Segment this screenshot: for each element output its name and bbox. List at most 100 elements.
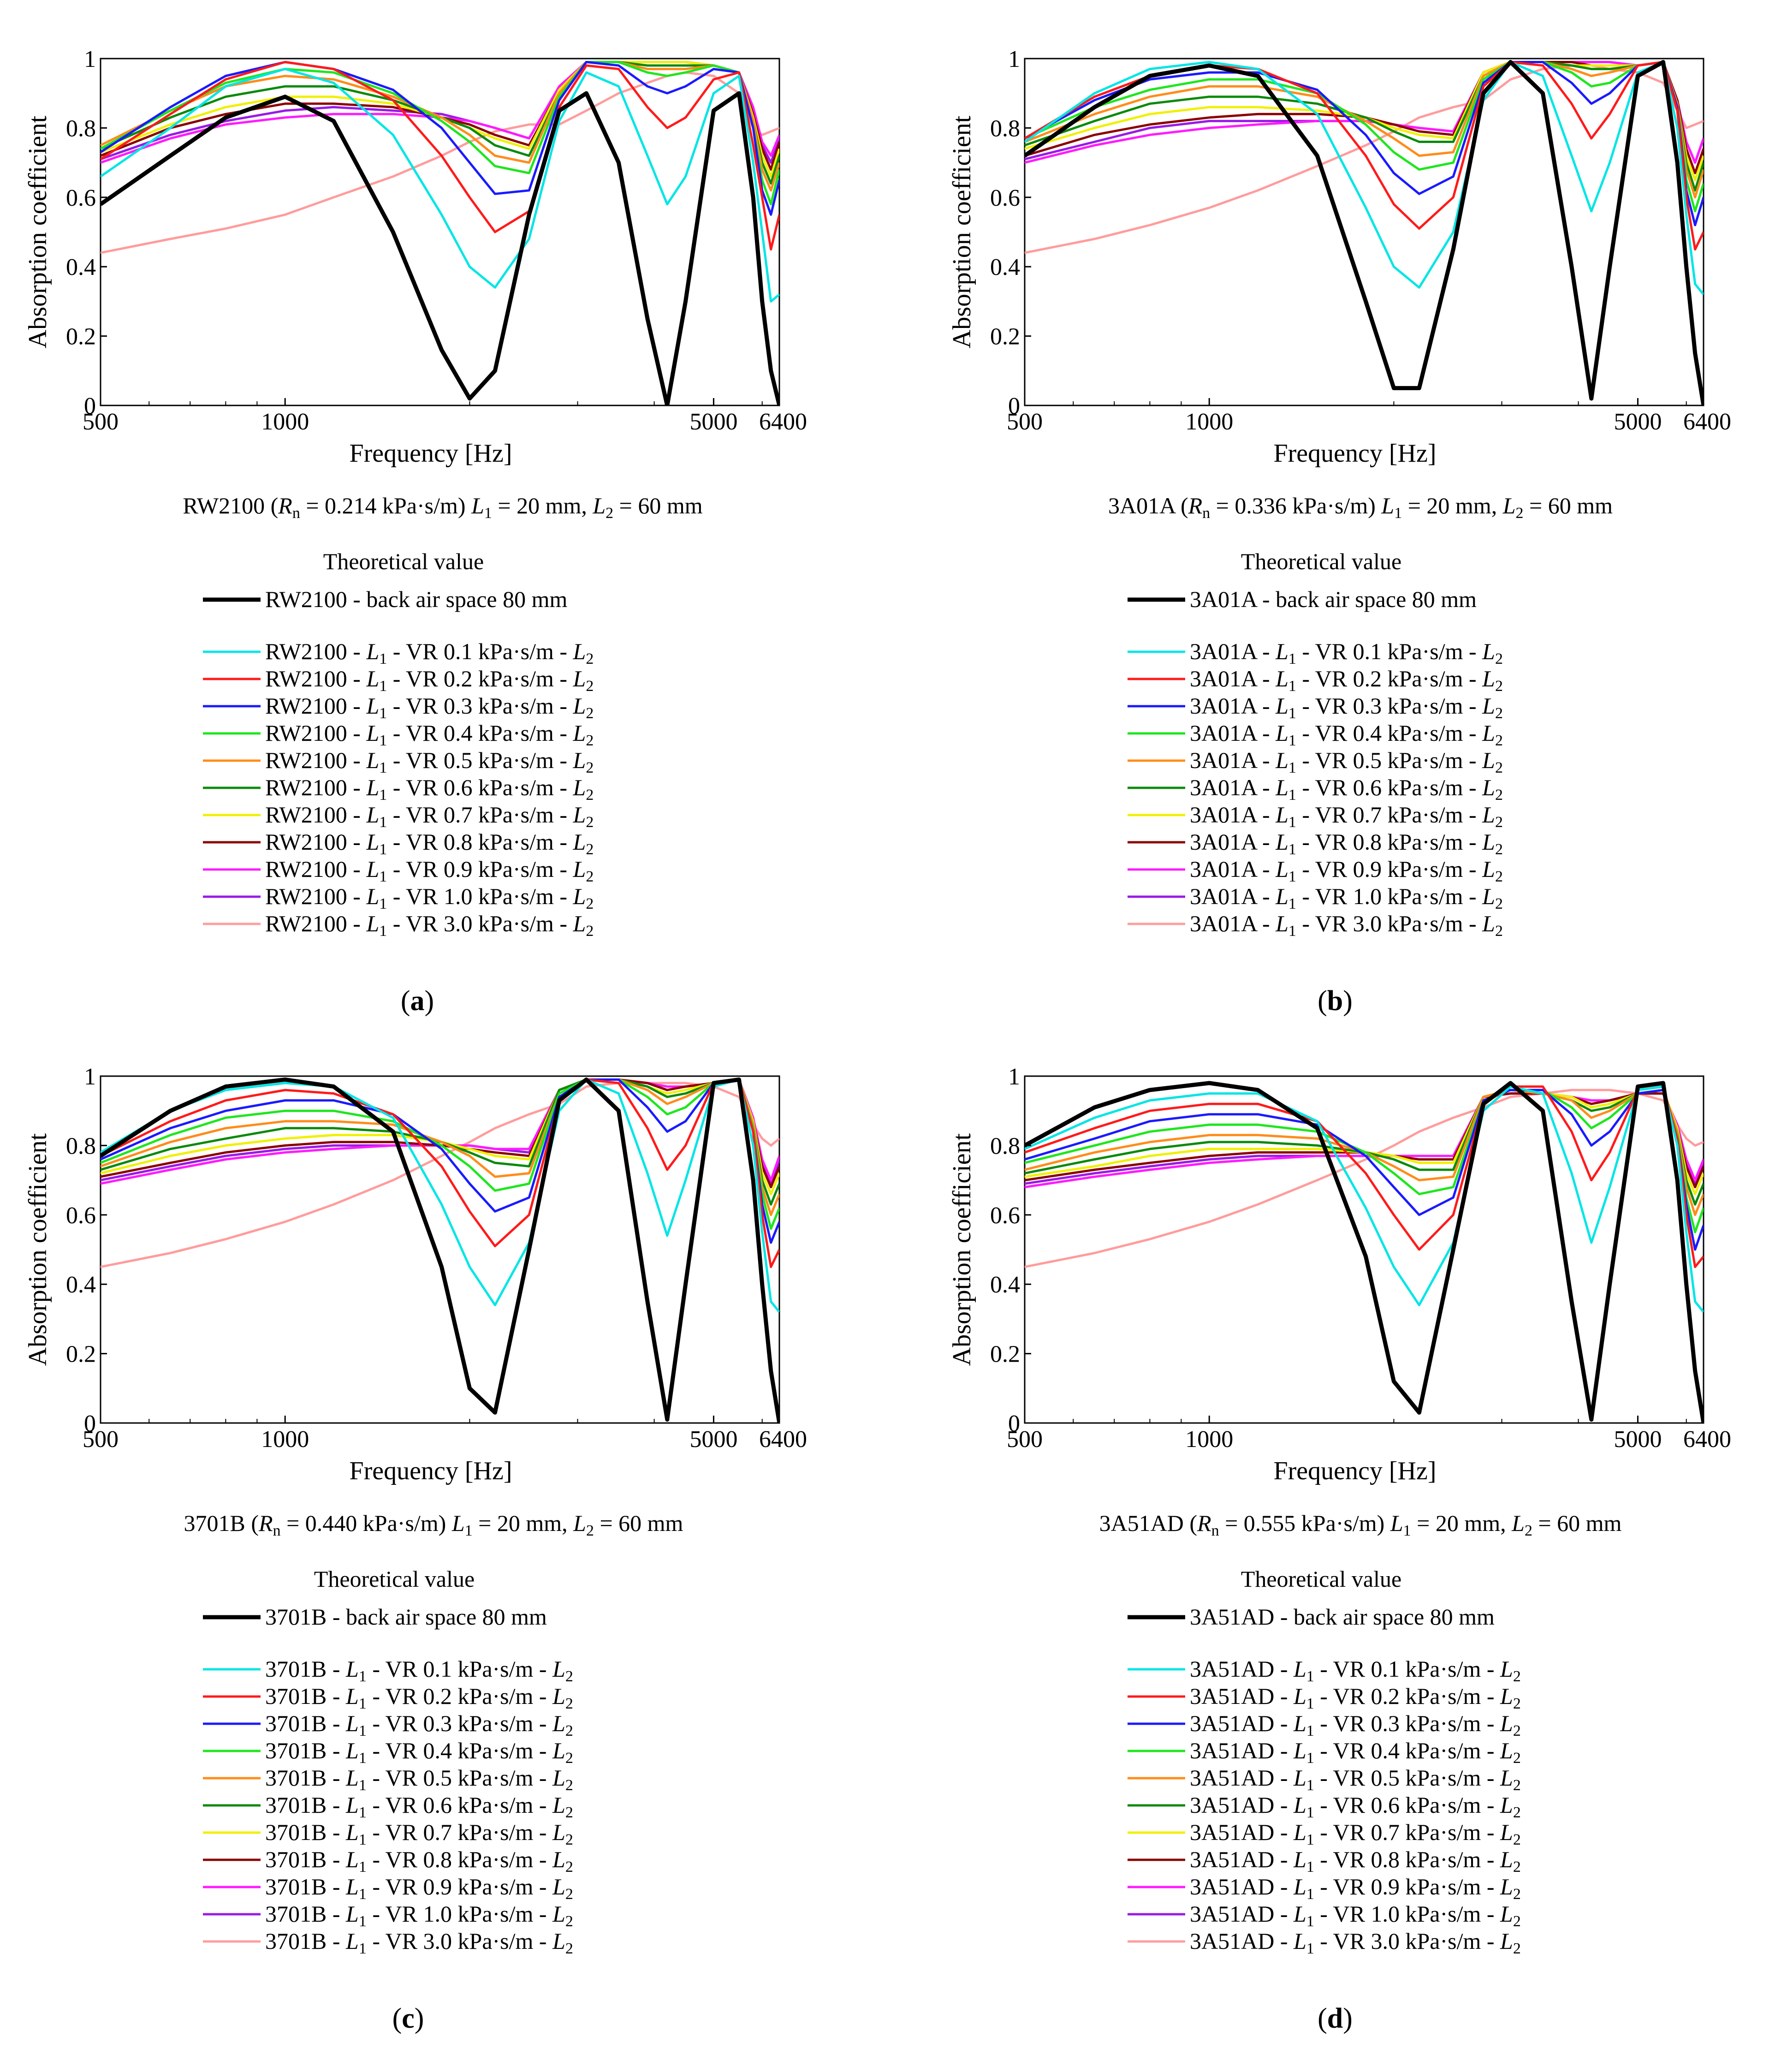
panel-subtitle: 3701B (Rn = 0.440 kPa·s/m) L1 = 20 mm, L… (184, 1510, 683, 1539)
baseline-line (1025, 60, 1704, 405)
x-tick-label: 500 (1007, 409, 1043, 435)
legend-entry-baseline: 3A01A - back air space 80 mm (1128, 586, 1477, 612)
legend-label: 3A01A - L1 - VR 0.2 kPa·s/m - L2 (1190, 666, 1503, 695)
y-tick-label: 0.2 (66, 324, 96, 350)
baseline-line (101, 91, 779, 405)
x-tick-label: 5000 (689, 409, 737, 435)
legend-label: 3A01A - L1 - VR 0.4 kPa·s/m - L2 (1190, 720, 1503, 749)
curves (101, 61, 779, 405)
legend-label: RW2100 - L1 - VR 0.1 kPa·s/m - L2 (265, 638, 594, 667)
y-tick-label: 0 (84, 393, 96, 419)
y-tick-label: 1 (1008, 46, 1020, 72)
panel-a: 0 0.2 0.4 0.6 0.8 1 500 1000 5000 6400 Frequency [… (24, 46, 807, 1017)
legend-label: 3A01A - L1 - VR 0.1 kPa·s/m - L2 (1190, 638, 1503, 667)
curves (1025, 1081, 1704, 1423)
x-tick-label: 500 (1007, 1426, 1043, 1453)
legend-entry-vr-0-8: RW2100 - L1 - VR 0.8 kPa·s/m - L2 (203, 829, 594, 858)
x-tick-label: 6400 (759, 1426, 807, 1453)
legend-entry-vr-0-7: 3A01A - L1 - VR 0.7 kPa·s/m - L2 (1128, 802, 1503, 831)
legend-label: RW2100 - L1 - VR 3.0 kPa·s/m - L2 (265, 911, 594, 940)
legend-entry-vr-0-7: 3701B - L1 - VR 0.7 kPa·s/m - L2 (203, 1819, 573, 1848)
x-axis-label: Frequency [Hz] (1274, 1457, 1437, 1485)
legend-entry-vr-1-0: 3A51AD - L1 - VR 1.0 kPa·s/m - L2 (1128, 1901, 1521, 1930)
legend-heading: Theoretical value (1241, 548, 1401, 574)
plot-frame (100, 1075, 780, 1424)
legend-entry-vr-0-8: 3A01A - L1 - VR 0.8 kPa·s/m - L2 (1128, 829, 1503, 858)
y-tick-label: 0.2 (990, 324, 1020, 350)
legend-label: 3A51AD - L1 - VR 1.0 kPa·s/m - L2 (1190, 1901, 1521, 1930)
legend-label: 3701B - L1 - VR 1.0 kPa·s/m - L2 (265, 1901, 573, 1930)
x-axis-label: Frequency [Hz] (1274, 439, 1437, 468)
legend-label: 3A01A - L1 - VR 0.3 kPa·s/m - L2 (1190, 693, 1503, 722)
legend-label: RW2100 - L1 - VR 0.2 kPa·s/m - L2 (265, 666, 594, 695)
y-tick-label: 0 (1008, 1411, 1020, 1437)
y-axis-label: Absorption coefficient (948, 115, 976, 348)
legend-entry-baseline: 3701B - back air space 80 mm (203, 1604, 547, 1630)
legend-label: RW2100 - L1 - VR 0.6 kPa·s/m - L2 (265, 774, 594, 804)
legend-label-baseline: RW2100 - back air space 80 mm (265, 586, 567, 612)
legend-entry-vr-0-5: RW2100 - L1 - VR 0.5 kPa·s/m - L2 (203, 747, 594, 776)
legend: RW2100 - back air space 80 mm RW2100 - L1… (203, 586, 594, 940)
series-line-vr-0-2 (1025, 61, 1704, 251)
legend-entry-baseline: RW2100 - back air space 80 mm (203, 586, 567, 612)
legend-label: 3701B - L1 - VR 0.8 kPa·s/m - L2 (265, 1846, 573, 1876)
legend-label: RW2100 - L1 - VR 0.4 kPa·s/m - L2 (265, 720, 594, 749)
panel-subtitle: RW2100 (Rn = 0.214 kPa·s/m) L1 = 20 mm, … (183, 493, 702, 522)
legend-label: 3A51AD - L1 - VR 0.1 kPa·s/m - L2 (1190, 1656, 1521, 1685)
y-tick-label: 0.4 (990, 254, 1020, 280)
legend-entry-vr-0-4: RW2100 - L1 - VR 0.4 kPa·s/m - L2 (203, 720, 594, 749)
series-line-vr-0-1 (1025, 61, 1704, 295)
legend-entry-vr-0-9: 3A01A - L1 - VR 0.9 kPa·s/m - L2 (1128, 856, 1503, 885)
legend-entry-vr-0-7: RW2100 - L1 - VR 0.7 kPa·s/m - L2 (203, 802, 594, 831)
legend-entry-vr-0-5: 3701B - L1 - VR 0.5 kPa·s/m - L2 (203, 1765, 573, 1794)
legend-label: 3A51AD - L1 - VR 0.4 kPa·s/m - L2 (1190, 1738, 1521, 1767)
legend-label: 3701B - L1 - VR 0.1 kPa·s/m - L2 (265, 1656, 573, 1685)
legend-label: 3A51AD - L1 - VR 0.8 kPa·s/m - L2 (1190, 1846, 1521, 1876)
x-tick-label: 5000 (689, 1426, 737, 1453)
legend-entry-vr-3-0: 3701B - L1 - VR 3.0 kPa·s/m - L2 (203, 1928, 573, 1957)
legend-label: RW2100 - L1 - VR 0.8 kPa·s/m - L2 (265, 829, 594, 858)
legend-label: 3A01A - L1 - VR 3.0 kPa·s/m - L2 (1190, 911, 1503, 940)
legend-label: 3701B - L1 - VR 0.9 kPa·s/m - L2 (265, 1874, 573, 1903)
panel-subtitle: 3A01A (Rn = 0.336 kPa·s/m) L1 = 20 mm, L… (1108, 493, 1613, 522)
x-tick-label: 5000 (1614, 409, 1662, 435)
legend-label: 3A01A - L1 - VR 0.9 kPa·s/m - L2 (1190, 856, 1503, 885)
legend-entry-vr-3-0: 3A51AD - L1 - VR 3.0 kPa·s/m - L2 (1128, 1928, 1521, 1957)
y-tick-label: 0.8 (990, 115, 1020, 142)
series-line-vr-0-2 (101, 61, 779, 251)
legend-entry-vr-1-0: 3701B - L1 - VR 1.0 kPa·s/m - L2 (203, 1901, 573, 1930)
legend-label: RW2100 - L1 - VR 0.7 kPa·s/m - L2 (265, 802, 594, 831)
y-tick-label: 0.4 (990, 1272, 1020, 1298)
legend-entry-vr-0-5: 3A51AD - L1 - VR 0.5 kPa·s/m - L2 (1128, 1765, 1521, 1794)
x-tick-label: 500 (83, 1426, 119, 1453)
legend-entry-vr-3-0: 3A01A - L1 - VR 3.0 kPa·s/m - L2 (1128, 911, 1503, 940)
legend-label: 3701B - L1 - VR 0.6 kPa·s/m - L2 (265, 1792, 573, 1821)
legend-label-baseline: 3A01A - back air space 80 mm (1190, 586, 1477, 612)
baseline-line (101, 1078, 779, 1423)
legend-entry-vr-1-0: 3A01A - L1 - VR 1.0 kPa·s/m - L2 (1128, 883, 1503, 912)
x-axis-label: Frequency [Hz] (350, 439, 512, 468)
y-tick-label: 0.2 (66, 1341, 96, 1368)
legend-entry-vr-0-9: 3A51AD - L1 - VR 0.9 kPa·s/m - L2 (1128, 1874, 1521, 1903)
panel-b: 0 0.2 0.4 0.6 0.8 1 500 1000 5000 6400 Frequency [… (948, 46, 1731, 1017)
legend-entry-vr-0-2: RW2100 - L1 - VR 0.2 kPa·s/m - L2 (203, 666, 594, 695)
legend-heading: Theoretical value (1241, 1566, 1401, 1592)
legend-label: 3A51AD - L1 - VR 0.9 kPa·s/m - L2 (1190, 1874, 1521, 1903)
legend-label: 3A01A - L1 - VR 0.7 kPa·s/m - L2 (1190, 802, 1503, 831)
legend-entry-vr-0-3: RW2100 - L1 - VR 0.3 kPa·s/m - L2 (203, 693, 594, 722)
x-tick-label: 6400 (759, 409, 807, 435)
y-axis-label: Absorption coefficient (948, 1133, 976, 1366)
legend-label: RW2100 - L1 - VR 1.0 kPa·s/m - L2 (265, 883, 594, 912)
x-tick-label: 6400 (1683, 1426, 1731, 1453)
panel-d: 0 0.2 0.4 0.6 0.8 1 500 1000 5000 6400 Frequency [… (948, 1064, 1731, 2034)
legend-entry-vr-0-4: 3701B - L1 - VR 0.4 kPa·s/m - L2 (203, 1738, 573, 1767)
y-tick-label: 0.6 (66, 1203, 96, 1229)
legend-heading: Theoretical value (314, 1566, 475, 1592)
y-tick-label: 0 (84, 1411, 96, 1437)
legend-entry-vr-0-4: 3A01A - L1 - VR 0.4 kPa·s/m - L2 (1128, 720, 1503, 749)
legend-label: 3701B - L1 - VR 0.5 kPa·s/m - L2 (265, 1765, 573, 1794)
legend-label: 3A51AD - L1 - VR 0.2 kPa·s/m - L2 (1190, 1683, 1521, 1712)
y-tick-label: 0.8 (990, 1133, 1020, 1159)
y-tick-label: 1 (84, 46, 96, 72)
